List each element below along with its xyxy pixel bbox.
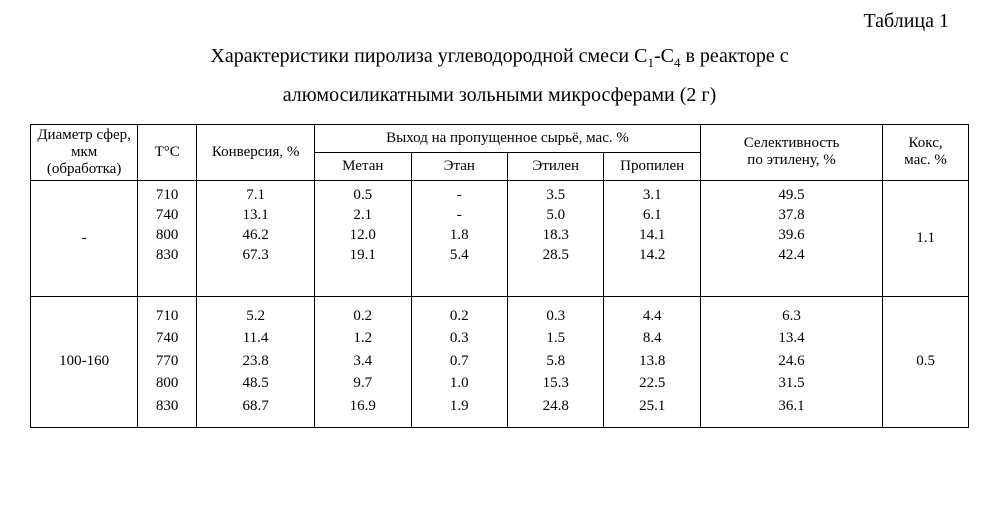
title-block: Характеристики пиролиза углеводородной с… xyxy=(30,37,969,114)
cell-ethylene: 3.55.018.328.5 xyxy=(507,180,603,296)
cell-ethane: --1.85.4 xyxy=(411,180,507,296)
cell-tc: 710740800830 xyxy=(138,180,197,296)
cell-diameter: - xyxy=(31,180,138,296)
title-l1-pre: Характеристики пиролиза углеводородной с… xyxy=(210,45,647,67)
th-ethane: Этан xyxy=(411,152,507,180)
cell-ethylene: 0.31.55.815.324.8 xyxy=(507,296,603,428)
th-ethylene: Этилен xyxy=(507,152,603,180)
cell-conversion: 5.211.423.848.568.7 xyxy=(197,296,315,428)
title-l1-post: в реакторе с xyxy=(680,45,788,67)
title-line-2: алюмосиликатными зольными микросферами (… xyxy=(283,84,717,106)
cell-propylene: 4.48.413.822.525.1 xyxy=(604,296,700,428)
data-table: Диаметр сфер,мкм(обработка) Т°С Конверси… xyxy=(30,124,969,429)
table-number-label: Таблица 1 xyxy=(30,10,949,33)
table-head: Диаметр сфер,мкм(обработка) Т°С Конверси… xyxy=(31,124,969,180)
th-diameter: Диаметр сфер,мкм(обработка) xyxy=(31,124,138,180)
page: Таблица 1 Характеристики пиролиза углево… xyxy=(0,0,999,523)
cell-methane: 0.21.23.49.716.9 xyxy=(315,296,411,428)
th-yield-group: Выход на пропущенное сырьё, мас. % xyxy=(315,124,701,152)
th-conversion: Конверсия, % xyxy=(197,124,315,180)
cell-coke: 1.1 xyxy=(883,180,969,296)
table-row: - 710740800830 7.113.146.267.3 0.52.112.… xyxy=(31,180,969,296)
th-methane: Метан xyxy=(315,152,411,180)
cell-selectivity: 49.537.839.642.4 xyxy=(700,180,882,296)
cell-diameter: 100-160 xyxy=(31,296,138,428)
th-propylene: Пропилен xyxy=(604,152,700,180)
cell-coke: 0.5 xyxy=(883,296,969,428)
cell-conversion: 7.113.146.267.3 xyxy=(197,180,315,296)
cell-selectivity: 6.313.424.631.536.1 xyxy=(700,296,882,428)
table-body: - 710740800830 7.113.146.267.3 0.52.112.… xyxy=(31,180,969,428)
cell-tc: 710740770800830 xyxy=(138,296,197,428)
th-selectivity: Селективностьпо этилену, % xyxy=(700,124,882,180)
title-line-1: Характеристики пиролиза углеводородной с… xyxy=(210,45,788,67)
title-l1-mid: -С xyxy=(654,45,674,67)
th-tc: Т°С xyxy=(138,124,197,180)
cell-ethane: 0.20.30.71.01.9 xyxy=(411,296,507,428)
th-coke: Кокс,мас. % xyxy=(883,124,969,180)
cell-propylene: 3.16.114.114.2 xyxy=(604,180,700,296)
table-row: 100-160 710740770800830 5.211.423.848.56… xyxy=(31,296,969,428)
cell-methane: 0.52.112.019.1 xyxy=(315,180,411,296)
